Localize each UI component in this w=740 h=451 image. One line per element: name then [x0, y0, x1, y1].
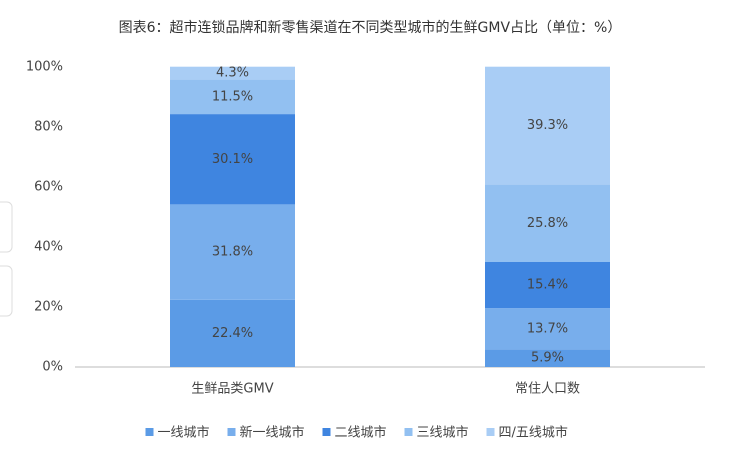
legend-swatch [486, 428, 495, 436]
data-label: 25.8% [527, 216, 568, 231]
bar-segment [485, 184, 610, 262]
y-tick-label: 0% [42, 360, 63, 375]
bar-segment [170, 114, 295, 205]
legend-label: 二线城市 [335, 425, 387, 441]
y-tick-label: 60% [34, 180, 63, 195]
bar-segment [170, 66, 295, 80]
bar-segment [485, 308, 610, 350]
data-label: 15.4% [527, 278, 568, 293]
bar-segment [485, 66, 610, 185]
legend-label: 新一线城市 [240, 425, 305, 441]
y-tick-label: 40% [34, 240, 63, 255]
y-tick-label: 20% [34, 300, 63, 315]
bar-segment [485, 349, 610, 367]
legend-swatch [227, 428, 236, 436]
legend-swatch [404, 428, 413, 436]
y-tick-label: 80% [34, 120, 63, 135]
legend-label: 四/五线城市 [499, 425, 568, 441]
side-tab[interactable] [0, 201, 13, 253]
data-label: 31.8% [212, 245, 253, 260]
data-label: 39.3% [527, 118, 568, 133]
side-tab[interactable] [0, 265, 13, 317]
legend-swatch [322, 428, 331, 436]
data-label: 4.3% [216, 66, 249, 81]
chart-title: 图表6：超市连锁品牌和新零售渠道在不同类型城市的生鲜GMV占比（单位：%） [119, 19, 622, 36]
bar-segment [170, 204, 295, 300]
data-label: 22.4% [212, 326, 253, 341]
x-tick-label: 常住人口数 [515, 382, 580, 397]
bar-segment [170, 79, 295, 115]
x-tick-label: 生鲜品类GMV [191, 382, 273, 397]
legend-label: 三线城市 [417, 425, 469, 441]
data-label: 30.1% [212, 152, 253, 167]
data-label: 5.9% [531, 351, 564, 366]
data-label: 11.5% [212, 89, 253, 104]
data-label: 13.7% [527, 321, 568, 336]
bar-segment [485, 262, 610, 309]
y-tick-label: 100% [26, 60, 63, 75]
bar-segment [170, 299, 295, 367]
legend-label: 一线城市 [158, 425, 210, 441]
legend-swatch [145, 428, 154, 436]
